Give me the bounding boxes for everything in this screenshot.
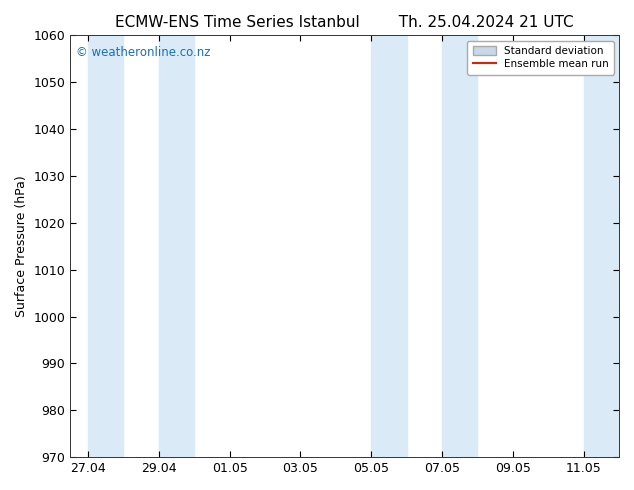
Y-axis label: Surface Pressure (hPa): Surface Pressure (hPa) [15, 175, 28, 317]
Legend: Standard deviation, Ensemble mean run: Standard deviation, Ensemble mean run [467, 41, 614, 74]
Bar [371, 35, 406, 457]
Bar [158, 35, 194, 457]
Bar [88, 35, 124, 457]
Text: © weatheronline.co.nz: © weatheronline.co.nz [76, 46, 210, 59]
Title: ECMW-ENS Time Series Istanbul        Th. 25.04.2024 21 UTC: ECMW-ENS Time Series Istanbul Th. 25.04.… [115, 15, 574, 30]
Bar [442, 35, 477, 457]
Bar [584, 35, 619, 457]
